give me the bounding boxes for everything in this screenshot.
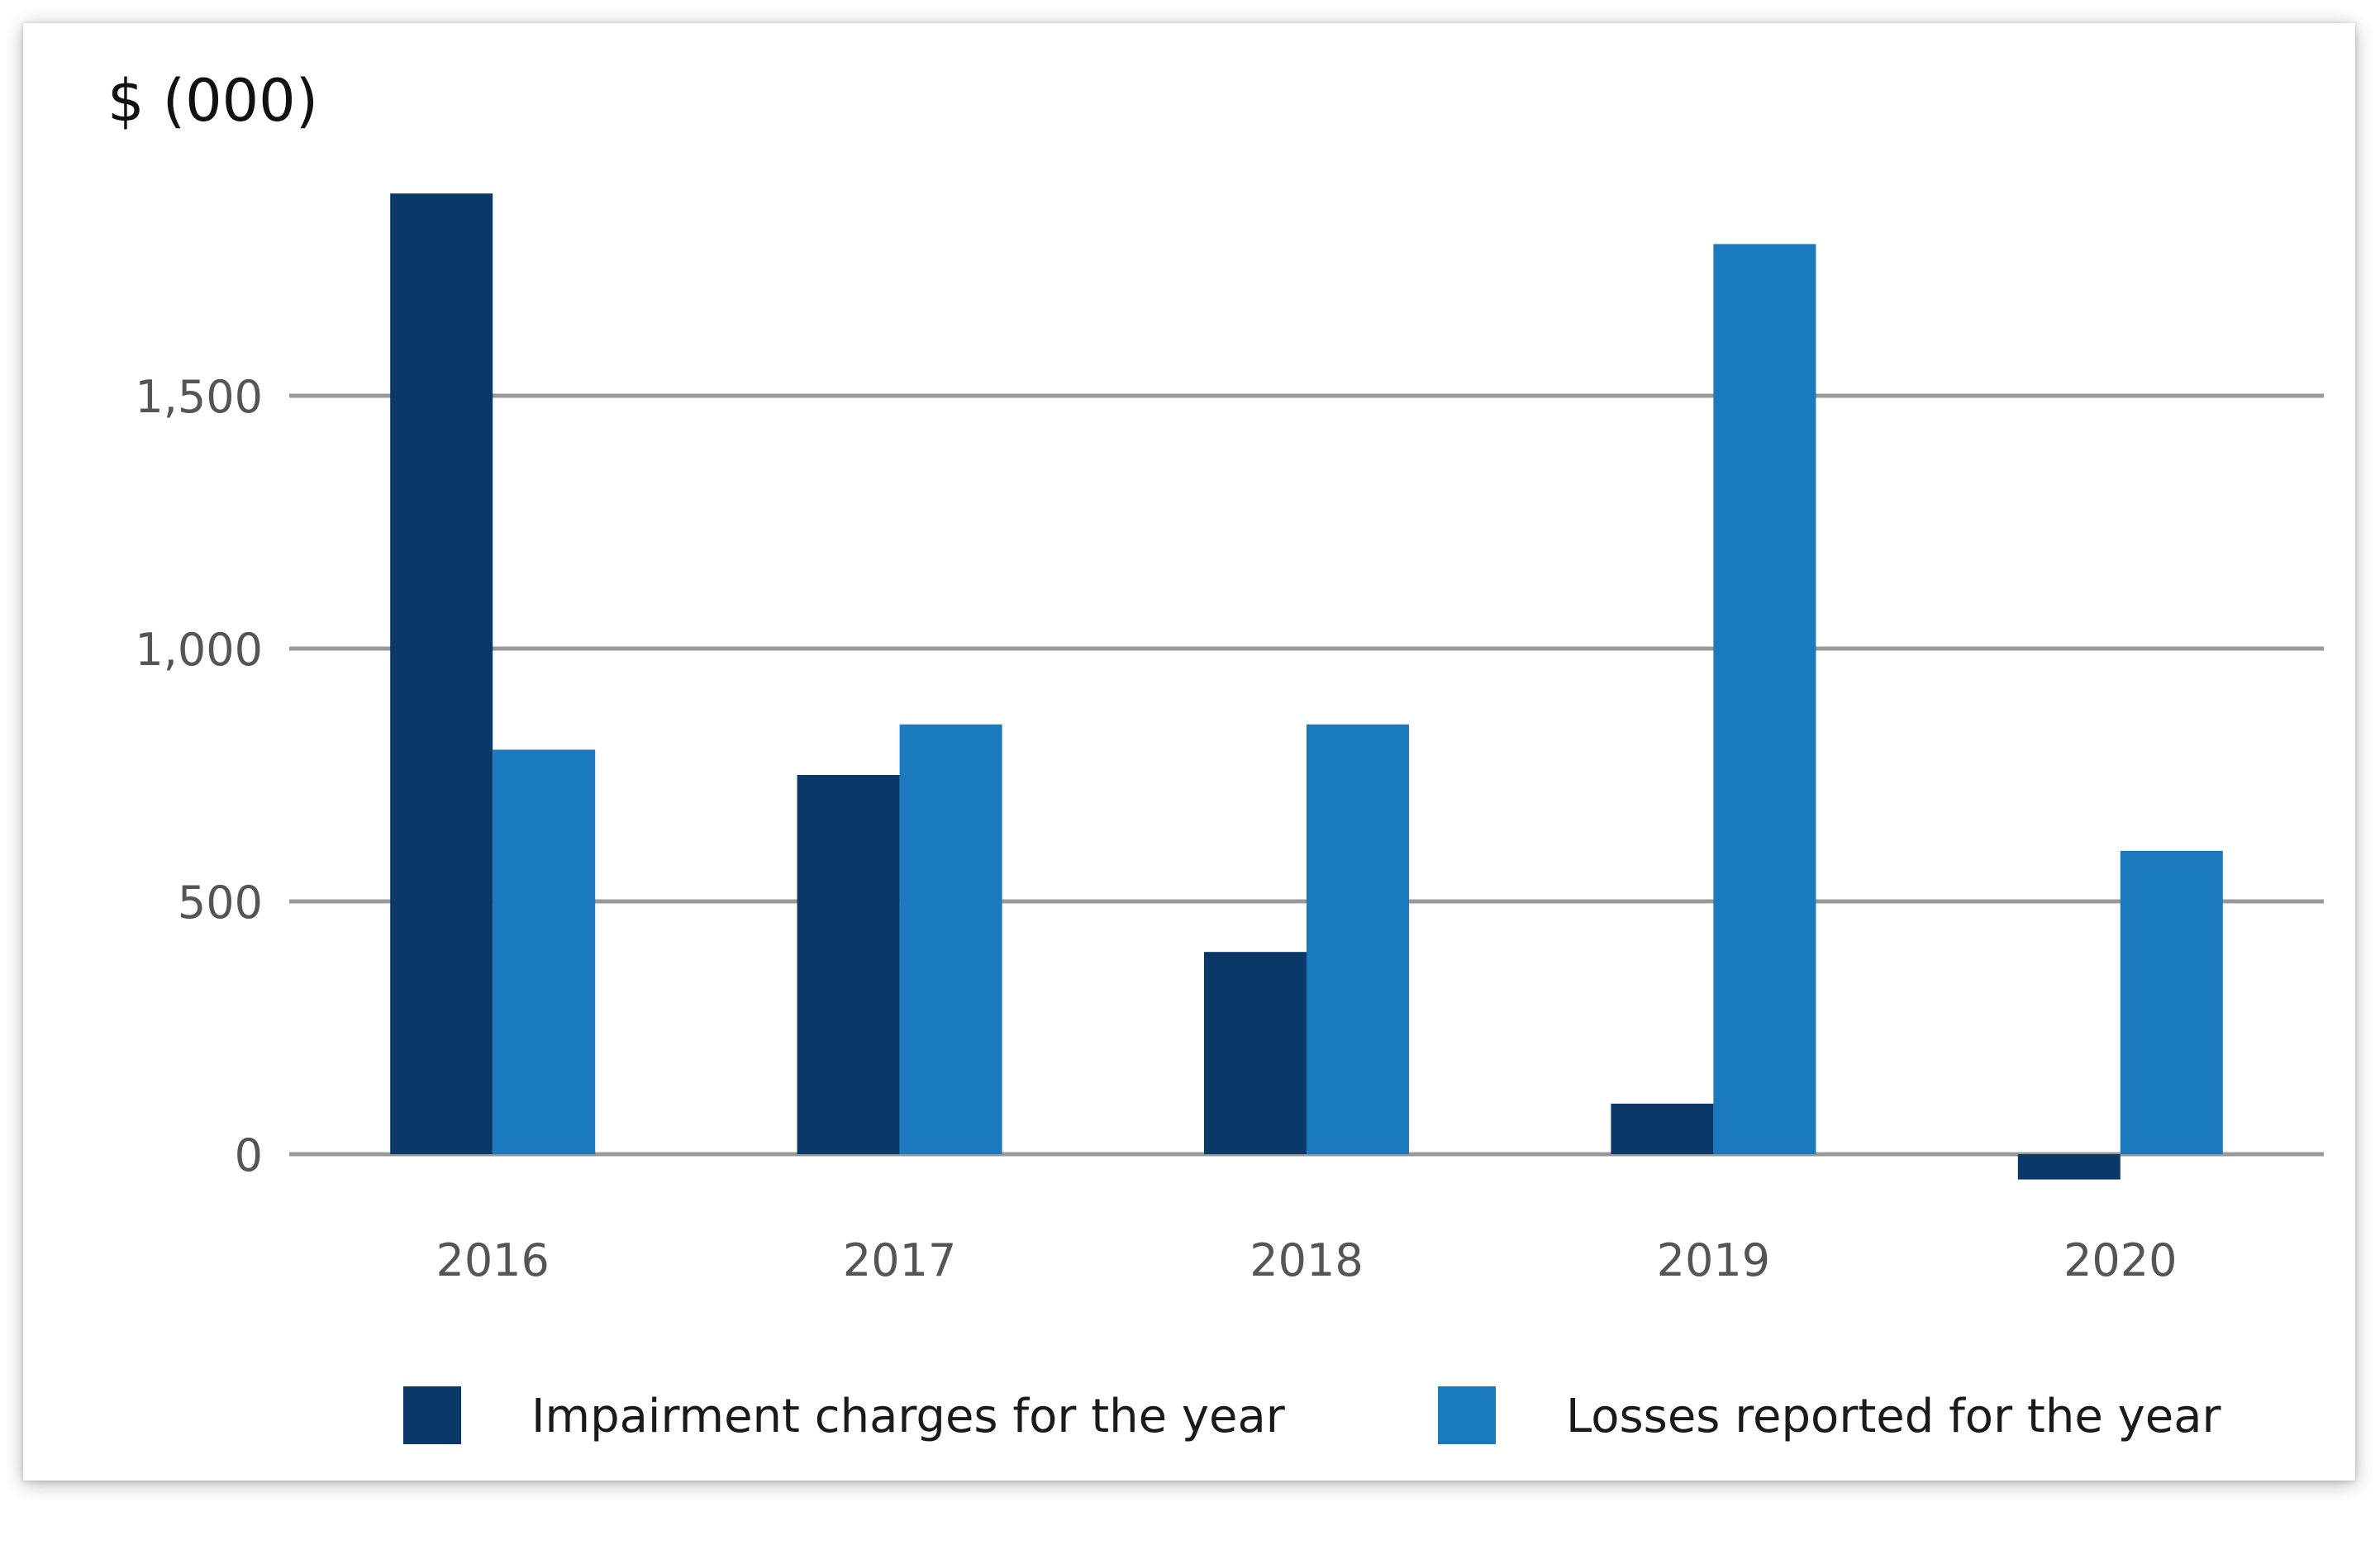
y-tick-label: 1,000 (135, 624, 263, 676)
legend-label-series-2: Losses reported for the year (1566, 1390, 2222, 1443)
y-tick-label: 0 (235, 1129, 263, 1181)
legend: Impairment charges for the year Losses re… (403, 1386, 2222, 1444)
legend-label-series-1: Impairment charges for the year (531, 1390, 1286, 1443)
bar-2019-series-1 (1611, 1103, 1714, 1154)
x-tick-label: 2019 (1657, 1234, 1770, 1286)
x-tick-label: 2016 (436, 1234, 549, 1286)
y-tick-label: 500 (178, 877, 263, 929)
bar-2020-series-1 (2017, 1154, 2121, 1180)
bar-2016-series-2 (493, 749, 596, 1154)
bar-2018-series-2 (1307, 724, 1409, 1154)
legend-swatch-series-1 (403, 1386, 461, 1444)
x-tick-label: 2020 (2063, 1234, 2177, 1286)
x-axis-ticks: 2016 2017 2018 2019 2020 (436, 1234, 2177, 1286)
y-axis-unit-label: $ (000) (107, 67, 318, 135)
y-tick-label: 1,500 (135, 371, 263, 423)
x-tick-label: 2017 (843, 1234, 956, 1286)
bar-2019-series-2 (1713, 244, 1816, 1154)
bar-2017-series-1 (797, 775, 900, 1154)
bar-2017-series-2 (899, 724, 1002, 1154)
chart-card: $ (000) 0 500 1,000 1,500 2016 2017 2018 2019 2… (23, 23, 2355, 1481)
bar-2016-series-1 (390, 193, 493, 1155)
bar-2020-series-2 (2120, 850, 2223, 1154)
x-tick-label: 2018 (1250, 1234, 1363, 1286)
bar-2018-series-1 (1204, 952, 1307, 1154)
bars (390, 193, 2223, 1180)
legend-swatch-series-2 (1438, 1386, 1496, 1444)
y-axis-ticks: 0 500 1,000 1,500 (135, 371, 263, 1181)
